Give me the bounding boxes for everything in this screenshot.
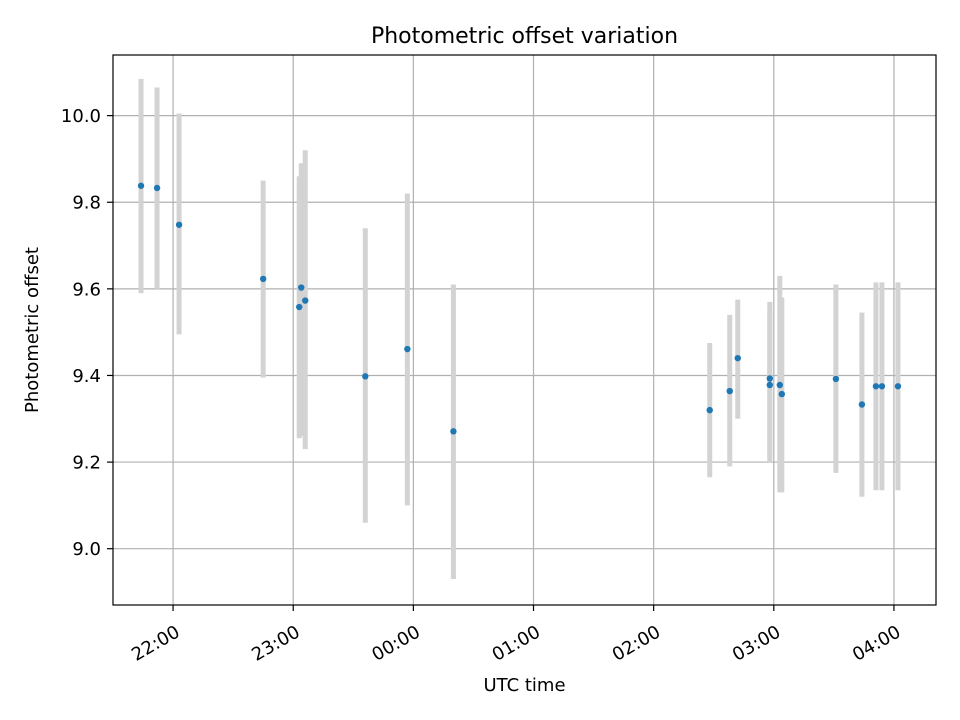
data-point [858,401,866,408]
data-point [734,354,741,362]
data-point [872,383,880,390]
y-tick-label: 9.4 [72,366,101,387]
plot-frame [112,54,937,606]
y-tick-label: 9.2 [72,453,101,474]
data-point [776,381,784,389]
data-point [766,375,773,382]
y-tick-label: 10.0 [61,106,101,127]
y-tick-label: 9.8 [72,193,101,214]
data-point [878,383,886,390]
data-point [894,383,902,390]
y-axis-ticks: 9.0 9.2 9.4 9.6 9.8 10.0 [61,106,113,560]
y-axis-label: Photometric offset [22,247,43,413]
data-point [726,387,733,395]
data-point [362,373,369,380]
data-point [153,184,161,192]
data-point [706,406,713,414]
data-point [766,381,773,389]
chart-title: Photometric offset variation [371,24,678,49]
data-point [832,375,840,383]
data-point [175,221,183,228]
y-tick-label: 9.0 [72,539,101,560]
data-point [302,297,309,304]
grid [113,55,936,605]
data-point [259,275,267,283]
data-point [778,390,786,398]
data-point [404,345,411,353]
y-tick-label: 9.6 [72,279,101,300]
x-axis-label: UTC time [483,675,565,696]
data-point [298,284,305,291]
data-points [137,182,902,435]
data-point [137,182,145,189]
data-point [450,428,457,435]
data-point [296,303,303,311]
